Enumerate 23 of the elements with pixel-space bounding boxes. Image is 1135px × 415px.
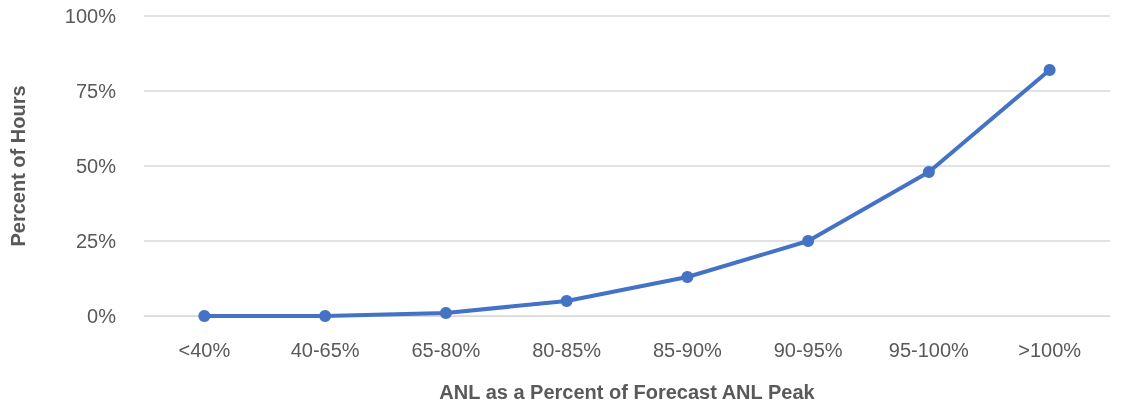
point [802,235,815,247]
x-tick-label: 80-85% [532,339,602,361]
y-tick-label: 25% [75,230,117,252]
x-tick-label: 95-100% [888,339,970,361]
y-tick-label: 75% [75,80,117,102]
x-axis-title: ANL as a Percent of Forecast ANL Peak [439,381,816,403]
point [560,295,573,307]
x-tick-label: 85-90% [652,339,723,361]
y-tick-label: 100% [64,5,117,27]
point [439,307,452,319]
y-axis-title: Percent of Hours [7,85,29,247]
x-tick-label: >100% [1018,339,1082,361]
point [319,310,332,322]
x-tick-label: <40% [178,339,231,361]
point [1043,64,1056,76]
point [198,310,211,322]
x-tick-label: 65-80% [411,339,481,361]
y-tick-label: 0% [87,305,117,327]
x-tick-label: 40-65% [290,339,360,361]
point [922,166,935,178]
point [681,271,694,283]
y-tick-label: 50% [75,155,117,177]
x-tick-label: 90-95% [773,339,843,361]
